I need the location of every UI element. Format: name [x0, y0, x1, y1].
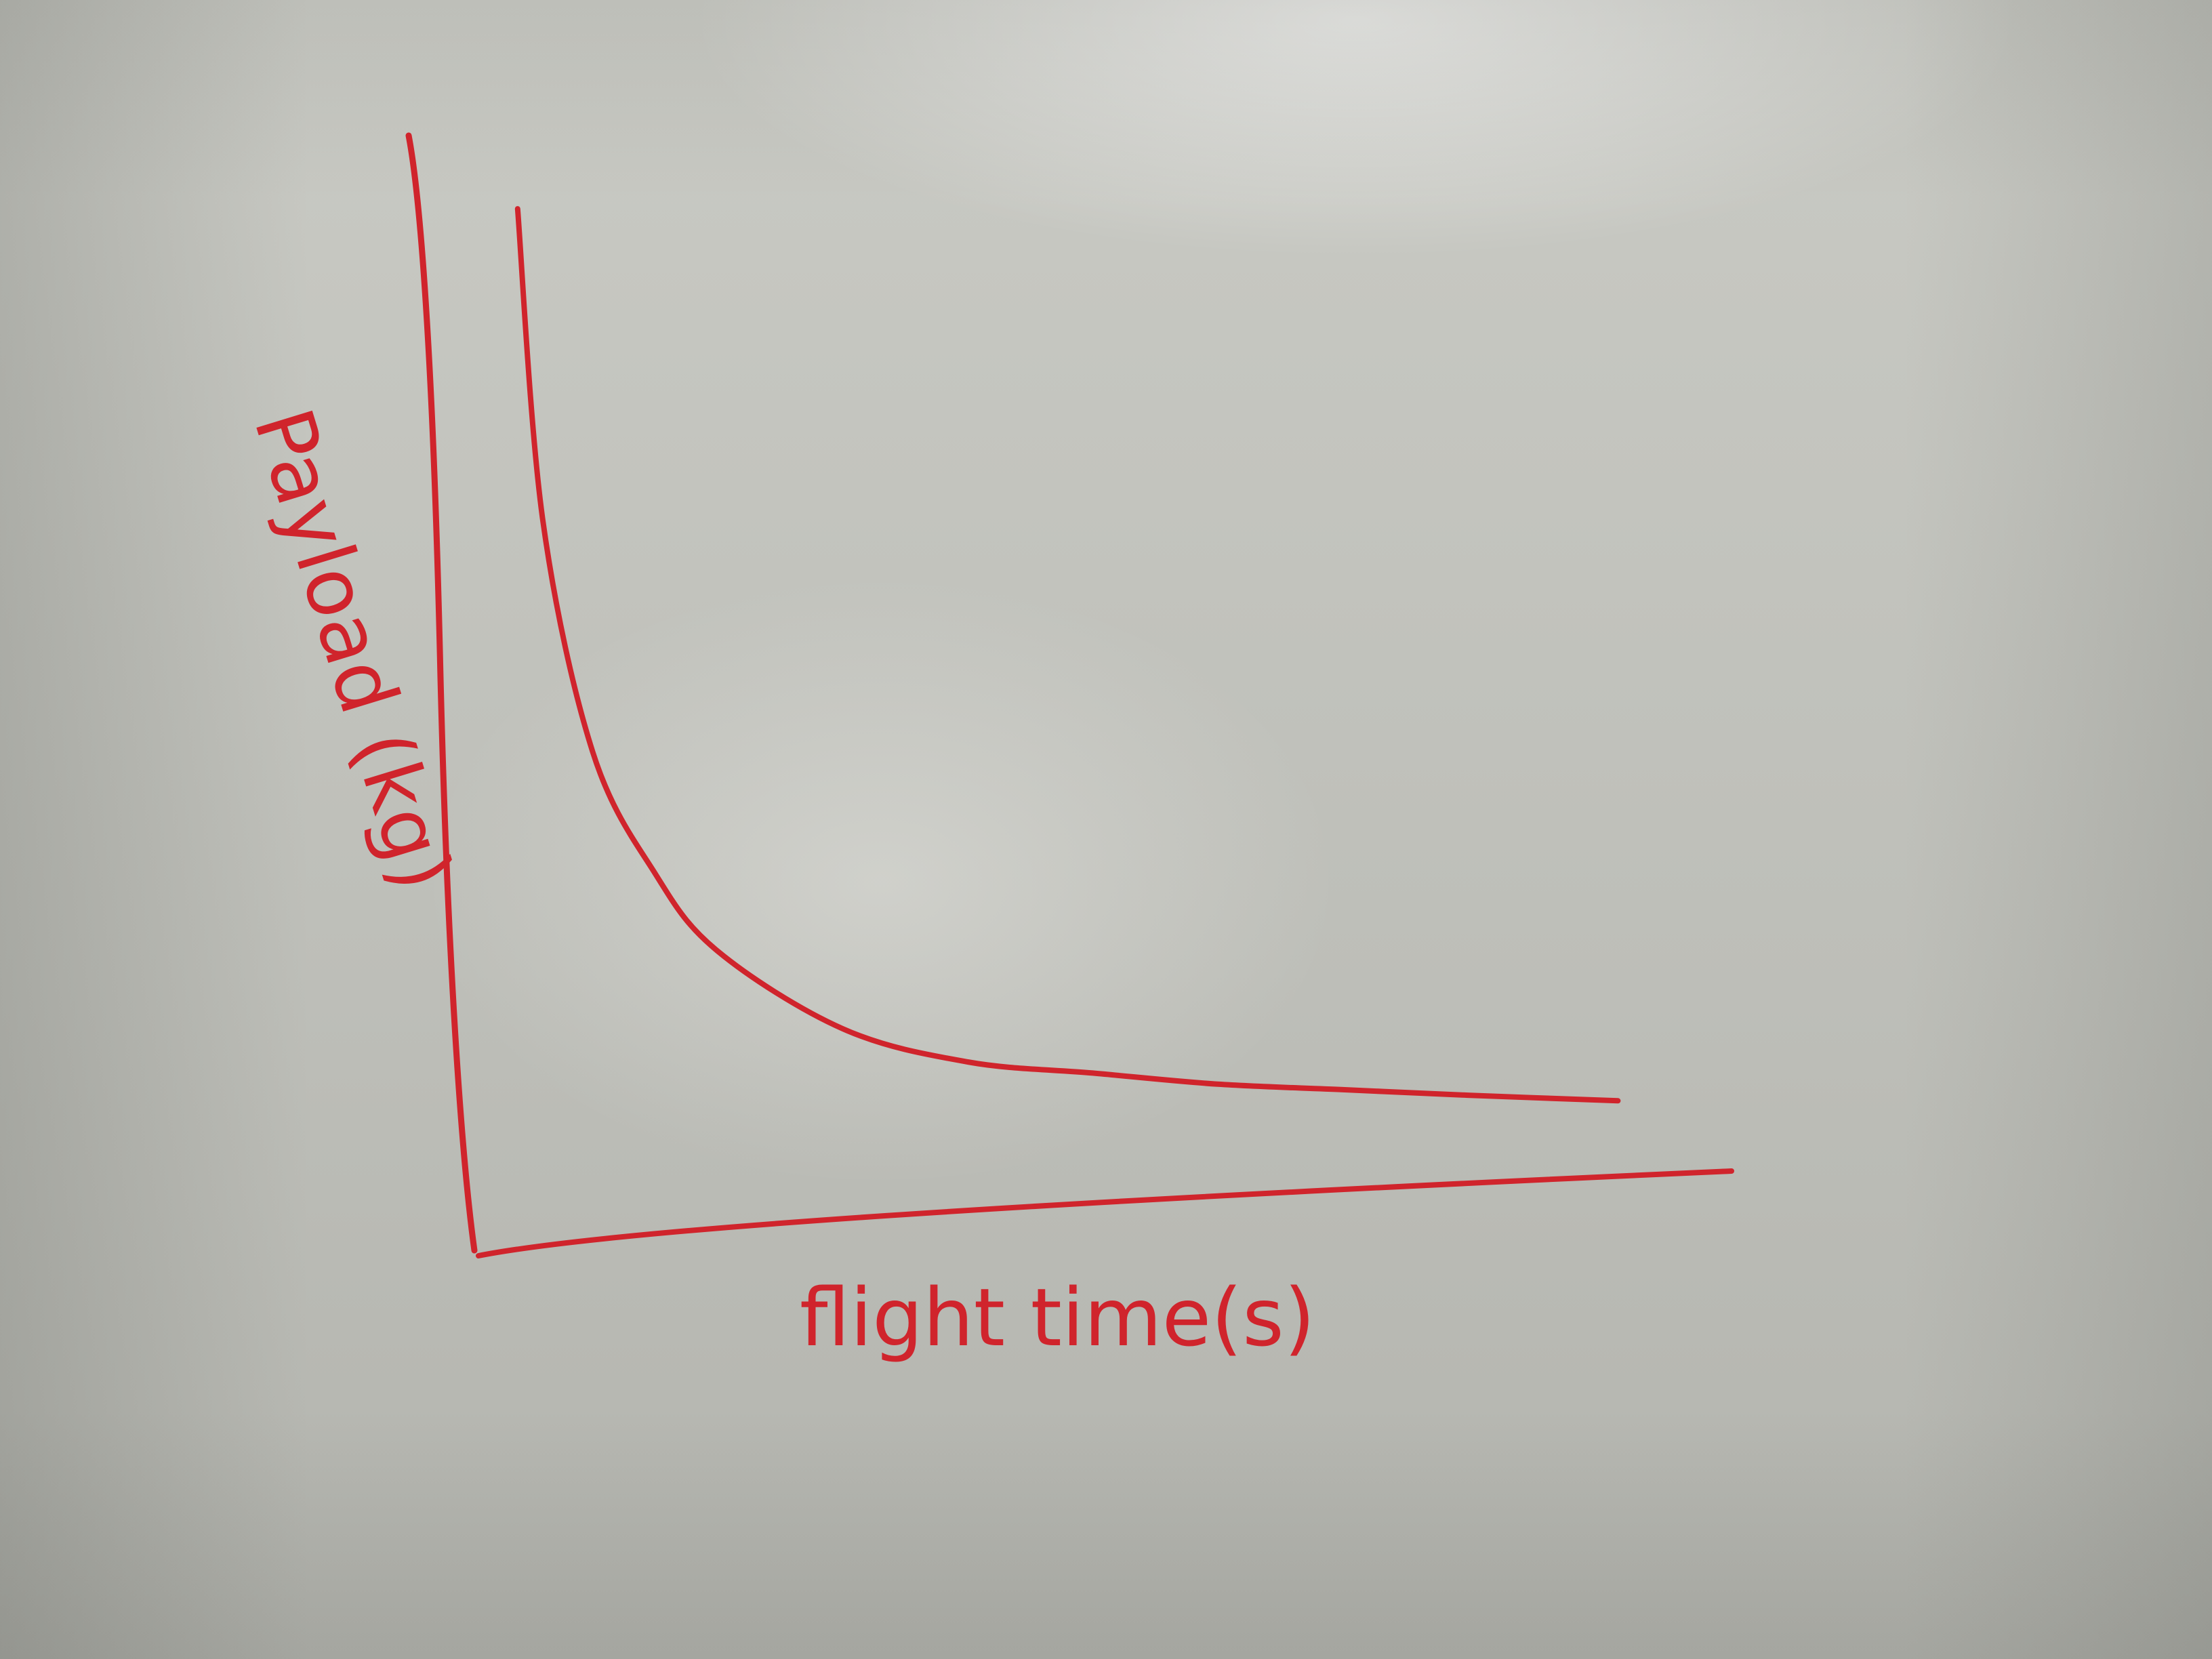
x-axis-line — [476, 1168, 1734, 1258]
chart-axes — [405, 132, 1734, 1258]
x-axis-label: flight time(s) — [800, 1271, 1315, 1364]
series-line-0 — [514, 206, 1621, 1104]
y-axis-line — [405, 132, 478, 1254]
axis-labels: flight time(s) Payload (kg) — [236, 398, 1315, 1364]
series-layer — [514, 206, 1621, 1104]
